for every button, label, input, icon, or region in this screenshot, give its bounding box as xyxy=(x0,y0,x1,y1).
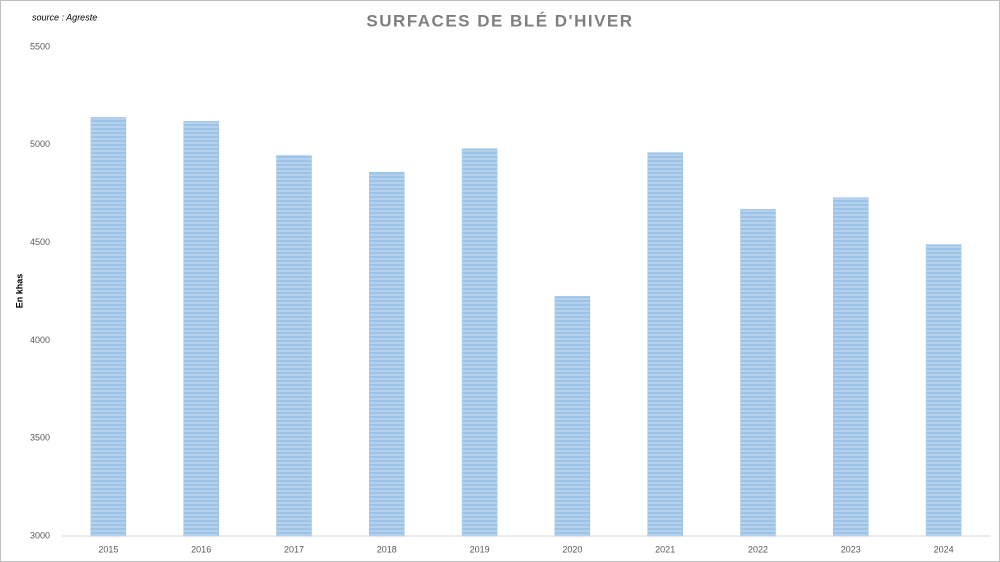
x-tick-label: 2022 xyxy=(748,544,768,554)
bar xyxy=(183,121,219,537)
y-tick-label: 4500 xyxy=(30,237,50,247)
y-tick-label: 4000 xyxy=(30,335,50,345)
x-tick-label: 2020 xyxy=(562,544,582,554)
bar xyxy=(925,244,962,537)
bar xyxy=(647,152,683,537)
x-tick-label: 2024 xyxy=(934,544,954,554)
bar xyxy=(554,296,591,537)
x-tick-label: 2018 xyxy=(377,544,397,554)
y-tick-label: 5000 xyxy=(30,139,50,149)
chart-title: SURFACES DE BLÉ D'HIVER xyxy=(366,11,633,30)
x-tick-label: 2019 xyxy=(470,544,490,554)
y-tick-label: 5500 xyxy=(30,41,50,51)
source-note: source : Agreste xyxy=(32,12,97,22)
x-tick-label: 2023 xyxy=(841,544,861,554)
x-tick-label: 2017 xyxy=(284,544,304,554)
y-tick-label: 3000 xyxy=(30,530,50,540)
x-tick-label: 2015 xyxy=(98,544,118,554)
bar xyxy=(369,171,405,537)
bar xyxy=(276,155,312,537)
y-axis-label: En khas xyxy=(14,274,24,309)
bar xyxy=(90,117,127,537)
y-tick-label: 3500 xyxy=(30,433,50,443)
x-tick-label: 2016 xyxy=(191,544,211,554)
x-tick-label: 2021 xyxy=(655,544,675,554)
bar xyxy=(740,209,776,537)
bar xyxy=(833,197,869,537)
bar xyxy=(461,148,498,537)
